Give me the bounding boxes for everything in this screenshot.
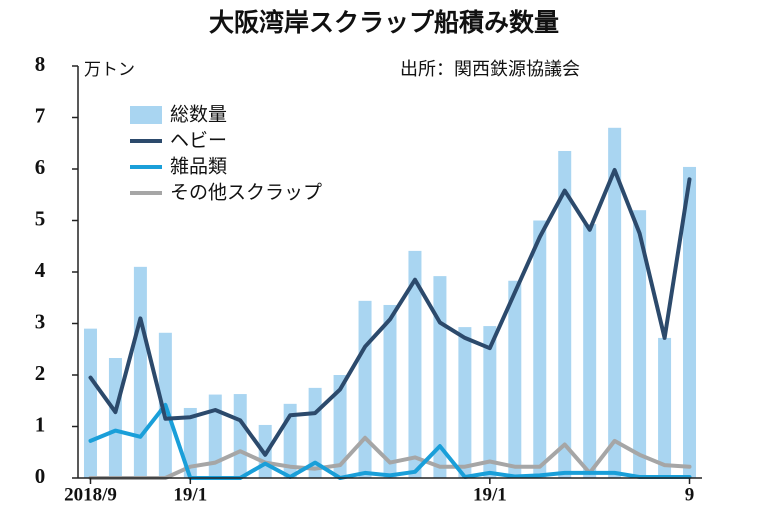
y-tick-label: 3 bbox=[35, 309, 46, 333]
bar bbox=[458, 327, 472, 478]
legend-label: 雑品類 bbox=[170, 156, 227, 178]
bar bbox=[333, 375, 347, 478]
bar bbox=[183, 407, 197, 478]
x-tick-label: 19/1 bbox=[173, 484, 207, 505]
source-note: 出所：関西鉄源協議会 bbox=[400, 59, 580, 80]
bar bbox=[108, 358, 122, 478]
bar bbox=[558, 150, 572, 478]
bar bbox=[583, 224, 597, 478]
bar bbox=[408, 250, 422, 478]
legend-label: ヘビー bbox=[170, 130, 227, 152]
legend-label: 総数量 bbox=[170, 104, 227, 126]
bar bbox=[533, 220, 547, 478]
bar bbox=[683, 166, 697, 478]
y-tick-label: 2 bbox=[35, 361, 46, 385]
y-tick-label: 5 bbox=[35, 206, 46, 230]
y-axis-label: 万トン bbox=[84, 60, 135, 80]
chart-title: 大阪湾岸スクラップ船積み数量 bbox=[209, 8, 559, 37]
y-tick-label: 6 bbox=[35, 155, 46, 179]
bar bbox=[358, 300, 372, 478]
y-tick-label: 7 bbox=[35, 103, 46, 127]
bar bbox=[508, 280, 522, 478]
bar bbox=[208, 394, 222, 478]
bar bbox=[483, 326, 497, 478]
bar bbox=[83, 328, 97, 478]
bar bbox=[658, 337, 672, 478]
bar bbox=[133, 266, 147, 478]
line bbox=[88, 168, 692, 457]
bar bbox=[633, 210, 647, 478]
legend-label: その他スクラップ bbox=[170, 182, 322, 204]
bar bbox=[233, 394, 247, 478]
bar bbox=[383, 304, 397, 478]
y-tick-label: 0 bbox=[35, 464, 46, 488]
x-tick-label: 2018/9 bbox=[64, 484, 117, 505]
legend-swatch bbox=[130, 106, 162, 124]
y-tick-label: 4 bbox=[35, 258, 46, 282]
bar bbox=[608, 127, 622, 479]
y-tick-label: 8 bbox=[35, 52, 46, 76]
y-tick-label: 1 bbox=[35, 412, 46, 436]
x-tick-label: 9 bbox=[685, 484, 695, 505]
x-tick-label: 19/1 bbox=[473, 484, 507, 505]
